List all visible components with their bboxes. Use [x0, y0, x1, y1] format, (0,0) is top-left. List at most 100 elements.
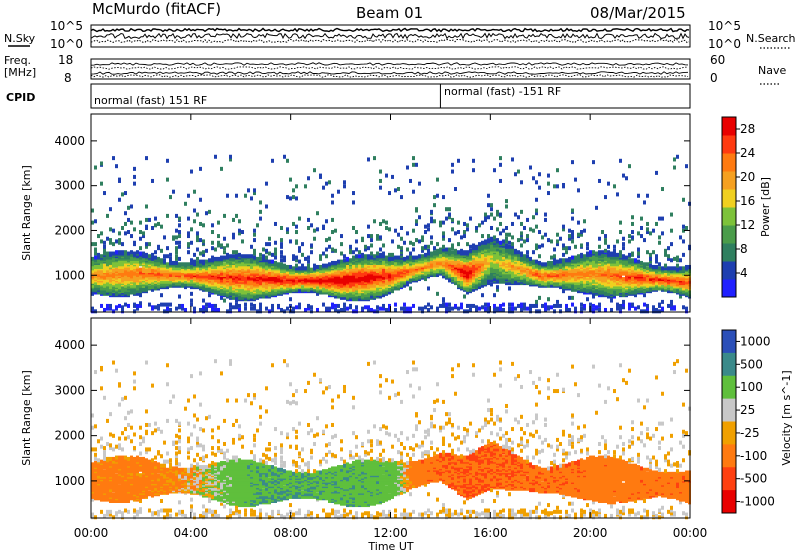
power-cell	[181, 267, 184, 272]
power-cell	[448, 277, 451, 282]
power-cell	[388, 252, 391, 257]
power-cell	[274, 283, 277, 288]
power-cell	[367, 305, 370, 310]
power-cell	[340, 251, 343, 256]
power-cell	[295, 184, 298, 189]
power-cell	[163, 268, 166, 273]
power-cell	[592, 254, 595, 259]
power-cell	[196, 212, 199, 217]
power-cell	[133, 240, 136, 245]
power-cell	[271, 259, 274, 264]
power-cell	[409, 306, 412, 311]
power-cell	[397, 187, 400, 192]
power-cell	[463, 234, 466, 239]
power-cell	[442, 302, 445, 307]
power-cell	[331, 200, 334, 205]
power-cell	[313, 283, 316, 288]
power-cell	[235, 213, 238, 218]
power-cell	[298, 305, 301, 310]
power-heatmap	[91, 154, 691, 314]
power-cell	[535, 268, 538, 273]
power-cell	[358, 283, 361, 288]
power-cell	[235, 250, 238, 255]
power-cell	[298, 266, 301, 271]
noise-traces	[90, 27, 690, 44]
power-cell	[541, 303, 544, 308]
power-cell	[127, 303, 130, 308]
noise-panel-frame	[90, 24, 691, 48]
power-cell	[535, 208, 538, 213]
power-cell	[250, 244, 253, 249]
power-cell	[151, 267, 154, 272]
nsearch-label: N.Search	[746, 32, 796, 45]
power-cell	[115, 239, 118, 244]
power-cell	[472, 278, 475, 283]
power-cell	[601, 250, 604, 255]
power-cell	[601, 230, 604, 235]
power-cell	[280, 254, 283, 259]
power-cell	[409, 251, 412, 256]
power-cell	[277, 281, 280, 286]
power-cell	[115, 164, 118, 169]
power-cell	[310, 223, 313, 228]
date-title: 08/Mar/2015	[590, 4, 686, 22]
power-cell	[235, 293, 238, 298]
power-cell	[412, 242, 415, 247]
power-cell	[151, 225, 154, 230]
power-cell	[169, 195, 172, 200]
power-cell	[466, 223, 469, 228]
power-cell	[340, 307, 343, 312]
power-cell	[535, 302, 538, 307]
power-cell	[505, 225, 508, 230]
power-cell	[523, 274, 526, 279]
power-cell	[328, 244, 331, 249]
power-cell	[268, 251, 271, 256]
power-cell	[511, 157, 514, 162]
power-cell	[475, 255, 478, 260]
power-cell	[604, 307, 607, 312]
power-cell	[304, 184, 307, 189]
power-cell	[352, 200, 355, 205]
power-cell	[556, 242, 559, 247]
power-cell	[418, 254, 421, 259]
power-cell	[322, 263, 325, 268]
power-cell	[556, 299, 559, 304]
power-cell	[493, 293, 496, 298]
power-cell	[214, 289, 217, 294]
power-cell	[538, 172, 541, 177]
power-cell	[436, 242, 439, 247]
power-cell	[373, 270, 376, 275]
power-cell	[514, 212, 517, 217]
power-cell	[556, 239, 559, 244]
power-cell	[508, 240, 511, 245]
power-cell	[262, 247, 265, 252]
power-cell	[253, 255, 256, 260]
power-cell	[139, 267, 142, 272]
power-cell	[568, 246, 571, 251]
power-cell	[94, 219, 97, 224]
power-cell	[349, 283, 352, 288]
power-cell	[415, 219, 418, 224]
power-cell	[139, 270, 142, 275]
power-cell	[514, 248, 517, 253]
power-cell	[595, 251, 598, 256]
power-cell	[469, 303, 472, 308]
power-cell	[196, 235, 199, 240]
power-cell	[592, 303, 595, 308]
power-cell	[421, 246, 424, 251]
power-cell	[298, 287, 301, 292]
power-cell	[457, 158, 460, 163]
power-cell	[451, 227, 454, 232]
power-cell	[244, 193, 247, 198]
power-cell	[481, 220, 484, 225]
power-cell	[484, 302, 487, 307]
power-cell	[577, 254, 580, 259]
power-cell	[388, 306, 391, 311]
power-cell	[235, 252, 238, 257]
power-cell	[586, 297, 589, 302]
power-cell	[373, 259, 376, 264]
power-cell	[421, 235, 424, 240]
power-cell	[490, 236, 493, 241]
power-cell	[505, 259, 508, 264]
power-cell	[214, 247, 217, 252]
